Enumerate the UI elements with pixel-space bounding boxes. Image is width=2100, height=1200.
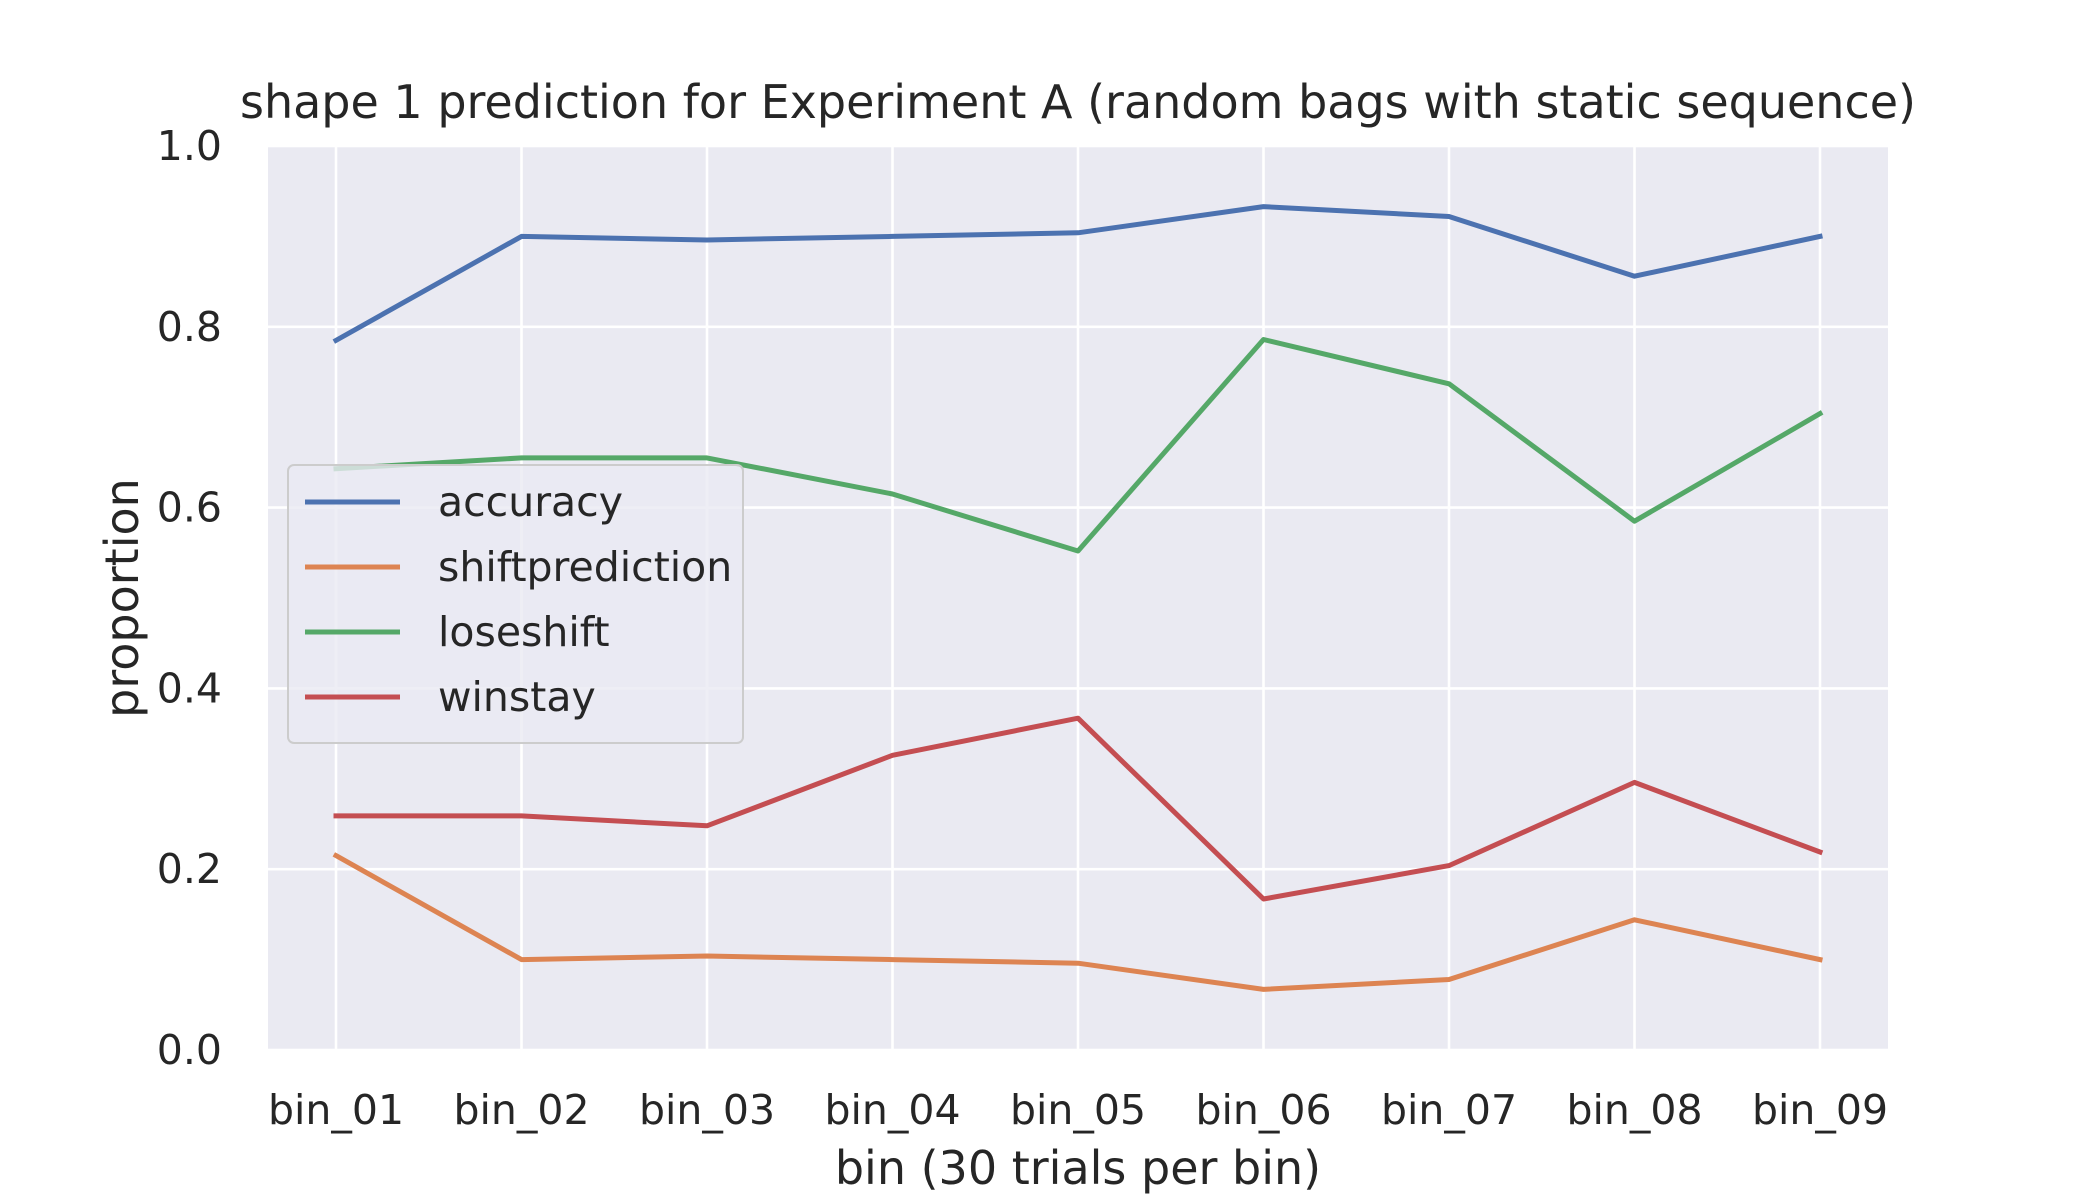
- series-lines: [332, 204, 1824, 992]
- x-tick-label: bin_08: [1566, 1086, 1702, 1134]
- series-line-shiftprediction: [332, 852, 1823, 992]
- y-tick-label: 0.2: [157, 845, 222, 893]
- y-tick-label: 0.0: [157, 1026, 222, 1074]
- series-line-accuracy: [332, 204, 1823, 344]
- x-tick-label: bin_07: [1381, 1086, 1517, 1134]
- legend: accuracy shiftprediction loseshift winstay: [287, 464, 744, 744]
- x-tick-label: bin_03: [639, 1086, 775, 1134]
- series-line-winstay: [333, 715, 1824, 902]
- x-tick-label: bin_05: [1010, 1086, 1146, 1134]
- legend-label: accuracy: [438, 478, 623, 526]
- y-tick-labels: 0.0 0.2 0.4 0.6 0.8 1.0: [157, 122, 222, 1074]
- x-tick-labels: bin_01 bin_02 bin_03 bin_04 bin_05 bin_06 bin_…: [268, 1086, 1888, 1134]
- y-tick-label: 0.8: [157, 303, 222, 351]
- legend-box: [287, 464, 744, 744]
- chart-title: shape 1 prediction for Experiment A (ran…: [240, 75, 1916, 129]
- legend-label: shiftprediction: [438, 543, 732, 591]
- y-axis-label: proportion: [95, 478, 149, 718]
- x-axis-label: bin (30 trials per bin): [835, 1141, 1321, 1195]
- series-line-loseshift: [333, 337, 1824, 554]
- x-tick-label: bin_06: [1195, 1086, 1331, 1134]
- x-tick-label: bin_04: [824, 1086, 960, 1134]
- y-tick-label: 0.4: [157, 664, 222, 712]
- y-tick-label: 0.6: [157, 484, 222, 532]
- x-tick-label: bin_01: [268, 1086, 404, 1134]
- y-tick-label: 1.0: [157, 122, 222, 170]
- x-tick-label: bin_02: [453, 1086, 589, 1134]
- legend-label: winstay: [438, 673, 596, 721]
- x-tick-label: bin_09: [1752, 1086, 1888, 1134]
- legend-label: loseshift: [438, 608, 610, 656]
